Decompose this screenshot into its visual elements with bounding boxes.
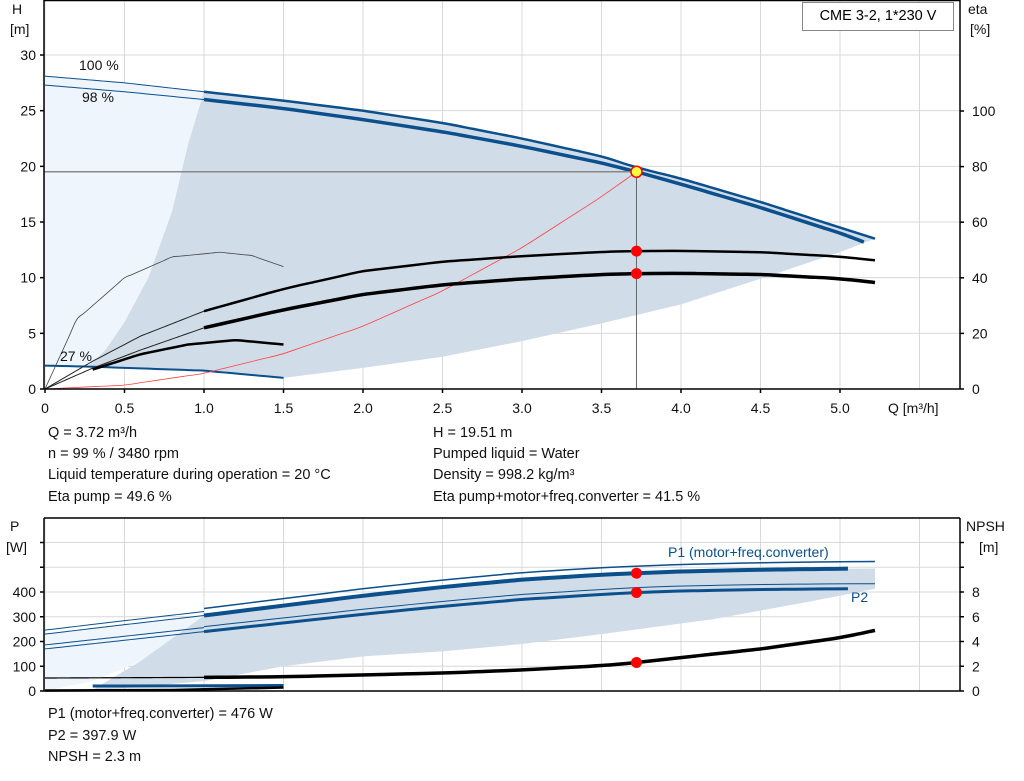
y2-tick-label: 20 bbox=[972, 325, 988, 341]
eta-pump-curve-thin bbox=[44, 310, 205, 390]
npsh-min-speed-curve bbox=[44, 686, 284, 692]
x-tick-label: 1.0 bbox=[194, 400, 214, 416]
info-p1: P1 (motor+freq.converter) = 476 W bbox=[48, 706, 273, 722]
eta-total-curve bbox=[203, 271, 876, 330]
y-tick-label: 10 bbox=[20, 270, 36, 286]
system-curve bbox=[44, 171, 637, 390]
y2-tick-label: 40 bbox=[972, 270, 988, 286]
p2-curve-100 bbox=[203, 583, 875, 628]
operating-point-p2-marker bbox=[630, 587, 642, 599]
info-eta-total: Eta pump+motor+freq.converter = 41.5 % bbox=[433, 489, 701, 505]
y2-axis-label-eta-unit: [%] bbox=[970, 21, 990, 37]
y2-tick-label: 0 bbox=[972, 683, 980, 699]
y-tick-label: 400 bbox=[13, 584, 37, 600]
y-tick-label: 30 bbox=[20, 47, 36, 63]
p2-curve-100-thin bbox=[44, 627, 205, 646]
eta-total-min-speed-curve bbox=[92, 339, 284, 371]
y2-tick-label: 0 bbox=[972, 381, 980, 397]
x-tick-label: 3.0 bbox=[512, 400, 532, 416]
curve-label-100: 100 % bbox=[79, 57, 119, 73]
p2-curve-thin bbox=[44, 631, 205, 650]
y-tick-label: 15 bbox=[20, 214, 36, 230]
x-tick-label: 1.5 bbox=[274, 400, 294, 416]
head-curve-98-thin bbox=[44, 84, 205, 101]
y2-tick-label: 60 bbox=[972, 214, 988, 230]
x-tick-label: 0.5 bbox=[115, 400, 135, 416]
y-axis-label-h: H bbox=[12, 1, 22, 17]
light-power-area bbox=[45, 615, 204, 691]
p1-curve-thin bbox=[44, 615, 205, 635]
y-tick-label: 25 bbox=[20, 103, 36, 119]
y-tick-label: 300 bbox=[13, 609, 37, 625]
y2-tick-label: 8 bbox=[972, 584, 980, 600]
y-axis-label-p-unit: [W] bbox=[6, 539, 27, 555]
info-speed: n = 99 % / 3480 rpm bbox=[48, 446, 179, 462]
p1-curve-100 bbox=[203, 560, 875, 610]
dark-power-area bbox=[92, 568, 875, 690]
y-tick-label: 5 bbox=[28, 325, 36, 341]
x-tick-label: 2.0 bbox=[353, 400, 373, 416]
x-axis-label-q: Q [m³/h] bbox=[888, 400, 939, 416]
y-tick-label: 20 bbox=[20, 158, 36, 174]
head-curve-100-thin bbox=[44, 75, 205, 93]
x-tick-label: 0 bbox=[41, 400, 49, 416]
info-density: Density = 998.2 kg/m³ bbox=[433, 467, 575, 483]
info-p2: P2 = 397.9 W bbox=[48, 728, 137, 744]
info-npsh: NPSH = 2.3 m bbox=[48, 749, 142, 765]
head-curve-100 bbox=[203, 90, 876, 240]
pump-model-legend: CME 3-2, 1*230 V bbox=[802, 2, 954, 31]
y-axis-label-p: P bbox=[10, 518, 19, 534]
p1-curve-100-thin bbox=[44, 611, 205, 631]
operating-point-eta-total-marker bbox=[630, 268, 642, 280]
info-flow: Q = 3.72 m³/h bbox=[48, 425, 138, 441]
operating-point-npsh-marker bbox=[630, 657, 642, 669]
eta-pump-curve bbox=[203, 249, 876, 313]
curve-label-p2: P2 bbox=[851, 589, 868, 605]
y-tick-label: 0 bbox=[28, 683, 36, 699]
y-tick-label: 100 bbox=[13, 658, 37, 674]
operating-point-head-marker bbox=[630, 165, 643, 179]
x-tick-label: 5.0 bbox=[830, 400, 850, 416]
y2-axis-label-npsh-unit: [m] bbox=[979, 539, 998, 555]
p1-curve bbox=[203, 566, 848, 618]
x-tick-label: 3.5 bbox=[592, 400, 612, 416]
light-operating-area bbox=[45, 76, 204, 367]
curve-label-p1: P1 (motor+freq.converter) bbox=[668, 544, 829, 560]
info-eta-pump: Eta pump = 49.6 % bbox=[48, 489, 172, 505]
x-tick-label: 4.5 bbox=[751, 400, 771, 416]
y2-tick-label: 6 bbox=[972, 609, 980, 625]
y-axis-label-h-unit: [m] bbox=[10, 21, 29, 37]
npsh-curve-thin bbox=[44, 676, 205, 679]
info-liquid-temp: Liquid temperature during operation = 20… bbox=[48, 467, 331, 483]
info-pumped-liquid: Pumped liquid = Water bbox=[433, 446, 580, 462]
operating-point-eta-pump-marker bbox=[630, 245, 642, 257]
y2-tick-label: 80 bbox=[972, 159, 988, 175]
dark-operating-area bbox=[87, 91, 875, 378]
info-head: H = 19.51 m bbox=[433, 425, 513, 441]
eta-pump-min-speed-curve bbox=[44, 251, 284, 390]
curve-label-27: 27 % bbox=[60, 348, 92, 364]
p2-curve bbox=[203, 587, 848, 634]
head-curve-27 bbox=[44, 364, 284, 379]
y2-tick-label: 2 bbox=[972, 658, 980, 674]
npsh-curve bbox=[203, 628, 876, 680]
y2-tick-label: 4 bbox=[972, 634, 980, 650]
y2-axis-label-eta: eta bbox=[968, 1, 988, 17]
head-curve-98 bbox=[203, 97, 865, 244]
x-tick-label: 4.0 bbox=[671, 400, 691, 416]
operating-point-p1-marker bbox=[630, 567, 642, 579]
y2-tick-label: 100 bbox=[972, 103, 996, 119]
x-tick-label: 2.5 bbox=[433, 400, 453, 416]
y-tick-label: 0 bbox=[28, 381, 36, 397]
y2-axis-label-npsh: NPSH bbox=[966, 518, 1005, 534]
eta-total-curve-thin bbox=[44, 327, 205, 390]
curve-label-98: 98 % bbox=[82, 89, 114, 105]
y-tick-label: 200 bbox=[13, 634, 37, 650]
